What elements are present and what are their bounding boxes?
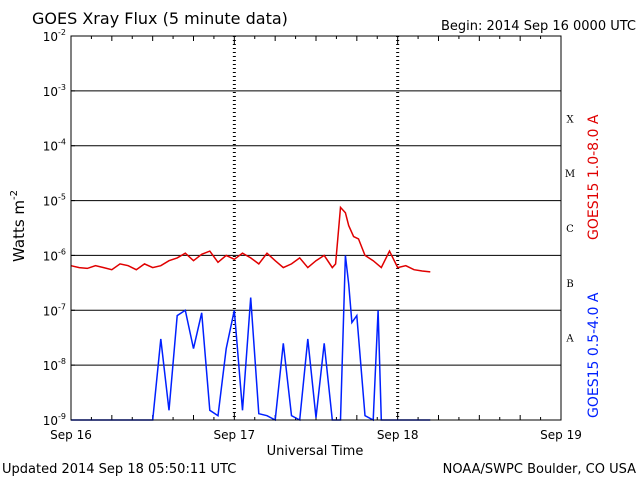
y-tick-base: 10 — [43, 359, 58, 373]
y-tick-label: 10-3 — [43, 83, 66, 99]
y-tick-label: 10-5 — [43, 193, 66, 209]
y-axis-label-text: Watts m — [10, 200, 28, 262]
y-tick-base: 10 — [43, 85, 58, 99]
chart-title: GOES Xray Flux (5 minute data) — [32, 9, 288, 28]
y-tick-base: 10 — [43, 195, 58, 209]
y-tick-exponent: -4 — [58, 138, 66, 147]
series-line-1 — [71, 255, 431, 422]
flare-class-label: X — [566, 114, 574, 125]
y-axis-label: Watts m-2 — [9, 190, 28, 262]
flare-class-label: B — [566, 279, 573, 290]
y-axis-label-sup: -2 — [9, 190, 20, 200]
y-tick-exponent: -7 — [58, 302, 66, 311]
y-tick-exponent: -9 — [58, 412, 66, 421]
series-layer — [70, 205, 431, 422]
y-tick-exponent: -6 — [58, 247, 66, 256]
flare-class-label: M — [565, 169, 575, 180]
y-tick-base: 10 — [43, 140, 58, 154]
y-tick-exponent: -2 — [58, 28, 66, 37]
updated-timestamp: Updated 2014 Sep 18 05:50:11 UTC — [2, 462, 236, 477]
y-tick-label: 10-8 — [43, 357, 66, 373]
x-tick-label: Sep 18 — [377, 428, 419, 442]
credit-text: NOAA/SWPC Boulder, CO USA — [443, 462, 636, 477]
y-tick-base: 10 — [43, 304, 58, 318]
y-tick-exponent: -3 — [58, 83, 66, 92]
series-line-0 — [70, 205, 431, 273]
y-tick-exponent: -8 — [58, 357, 66, 366]
y-tick-label: 10-9 — [43, 412, 66, 428]
flare-class-label: C — [566, 224, 574, 235]
legend-long-channel: GOES15 1.0-8.0 A — [586, 114, 602, 240]
y-tick-base: 10 — [43, 30, 58, 44]
x-tick-label: Sep 19 — [540, 428, 582, 442]
y-tick-base: 10 — [43, 249, 58, 263]
grid-layer — [71, 36, 561, 420]
y-tick-label: 10-7 — [43, 302, 66, 318]
x-tick-label: Sep 16 — [50, 428, 92, 442]
y-tick-label: 10-2 — [43, 28, 66, 44]
plot-frame — [70, 35, 562, 421]
y-tick-exponent: -5 — [58, 193, 66, 202]
y-tick-base: 10 — [43, 414, 58, 428]
flare-class-label: A — [565, 334, 574, 345]
svg-text:Watts m-2: Watts m-2 — [9, 190, 28, 262]
x-tick-label: Sep 17 — [213, 428, 255, 442]
begin-date: Begin: 2014 Sep 16 0000 UTC — [441, 19, 636, 34]
legend-short-channel: GOES15 0.5-4.0 A — [586, 292, 602, 418]
y-tick-label: 10-4 — [43, 138, 66, 154]
y-tick-label: 10-6 — [43, 247, 66, 263]
x-axis-label: Universal Time — [267, 444, 364, 459]
